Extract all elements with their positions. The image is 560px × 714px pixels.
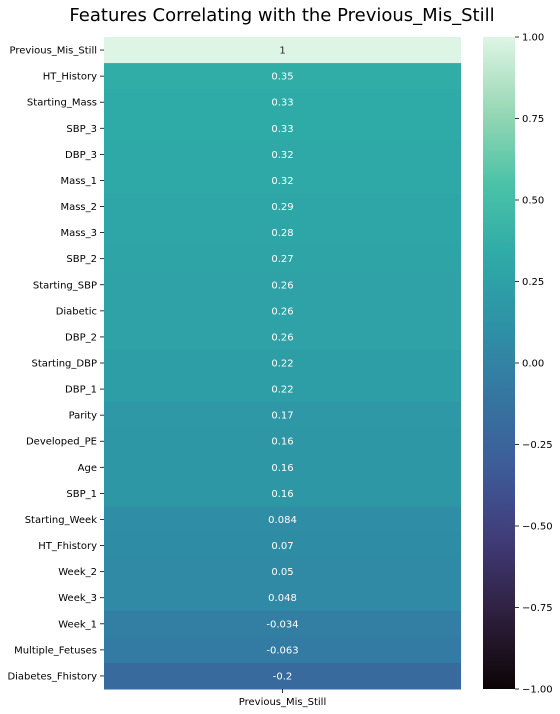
colorbar: 1.00 0.75 0.50 0.25 0.00 −0.25 −0.50 −0.75 −1.00 <box>483 33 553 696</box>
y-tick-label: Diabetes_Fhistory <box>7 671 97 682</box>
heatmap-cell <box>104 376 461 403</box>
y-tick-label: SBP_2 <box>66 254 97 265</box>
y-tick-label: Multiple_Fetuses <box>14 645 97 656</box>
colorbar-tick-label: −0.75 <box>522 603 553 614</box>
y-tick-label: DBP_3 <box>65 150 97 161</box>
y-tick-label: Mass_1 <box>60 176 97 187</box>
cell-value-label: 0.32 <box>271 150 293 161</box>
y-tick-label: Previous_Mis_Still <box>10 46 97 57</box>
heatmap-cell <box>104 480 461 507</box>
heatmap-cell <box>104 662 461 690</box>
cell-value-label: 0.26 <box>271 306 293 317</box>
y-tick-label: HT_Fhistory <box>38 541 97 552</box>
y-tick-label: SBP_1 <box>66 489 97 500</box>
y-tick-label: DBP_1 <box>65 385 97 396</box>
cell-value-label: 0.29 <box>271 202 293 213</box>
colorbar-tick-label: −0.25 <box>522 440 553 451</box>
y-tick-label: Mass_3 <box>60 228 97 239</box>
heatmap-cell <box>104 167 461 194</box>
heatmap-cell <box>104 532 461 560</box>
cell-value-label: 0.26 <box>271 332 293 343</box>
cell-value-label: 0.048 <box>268 593 297 604</box>
colorbar-tick-label: 0.50 <box>522 196 544 207</box>
y-tick-label: Mass_2 <box>60 202 97 213</box>
y-tick-label: Age <box>78 463 97 474</box>
heatmap-cell <box>104 558 461 586</box>
cell-value-label: 0.33 <box>271 124 293 135</box>
y-tick-label: Developed_PE <box>26 437 97 448</box>
cell-value-label: -0.063 <box>266 645 298 656</box>
cell-value-label: 0.05 <box>271 567 293 578</box>
cell-value-label: 1 <box>279 46 285 57</box>
cell-value-label: 0.07 <box>271 541 293 552</box>
cell-value-label: -0.034 <box>266 619 298 630</box>
heatmap-cell <box>104 141 461 168</box>
colorbar-gradient <box>483 37 515 689</box>
y-tick-label: Week_3 <box>58 593 97 604</box>
heatmap-cell <box>104 37 461 64</box>
heatmap-cell <box>104 63 461 90</box>
y-tick-label: Parity <box>69 411 98 422</box>
colorbar-tick-label: 1.00 <box>522 33 544 44</box>
y-tick-label: Starting_DBP <box>32 359 97 370</box>
heatmap-cell <box>104 428 461 455</box>
colorbar-tick-label: 0.75 <box>522 114 544 125</box>
cell-value-label: 0.26 <box>271 280 293 291</box>
heatmap-cell <box>104 193 461 221</box>
cell-value-label: 0.22 <box>271 359 293 370</box>
colorbar-tick-label: 0.25 <box>522 277 544 288</box>
x-tick-label: Previous_Mis_Still <box>239 697 326 708</box>
chart-title: Features Correlating with the Previous_M… <box>69 5 494 26</box>
heatmap-cell <box>104 454 461 481</box>
heatmap-cell <box>104 297 461 325</box>
heatmap-cell <box>104 115 461 142</box>
cell-value-label: -0.2 <box>273 671 293 682</box>
heatmap-cell <box>104 245 461 273</box>
heatmap-cell <box>104 323 461 351</box>
y-tick-label: DBP_2 <box>65 332 97 343</box>
heatmap-cell <box>104 271 461 299</box>
cell-value-label: 0.084 <box>268 515 297 526</box>
cell-value-label: 0.16 <box>271 489 293 500</box>
y-tick-label: HT_History <box>43 72 97 83</box>
colorbar-tick-label: 0.00 <box>522 359 544 370</box>
y-tick-labels: Previous_Mis_Still HT_History Starting_Mas… <box>7 46 104 682</box>
y-tick-label: Starting_Mass <box>27 98 97 109</box>
y-tick-label: Week_1 <box>58 619 97 630</box>
cell-value-label: 0.33 <box>271 98 293 109</box>
heatmap-cell <box>104 349 461 377</box>
colorbar-tick-label: −1.00 <box>522 685 553 696</box>
cell-value-label: 0.22 <box>271 385 293 396</box>
y-tick-label: Starting_SBP <box>33 280 97 291</box>
heatmap-cells: 1 0.35 0.33 0.33 0.32 0.32 0.29 0.28 0.27 0.26 0.2… <box>104 37 461 690</box>
cell-value-label: 0.28 <box>271 228 293 239</box>
y-tick-label: SBP_3 <box>66 124 97 135</box>
cell-value-label: 0.35 <box>271 72 293 83</box>
colorbar-tick-label: −0.50 <box>522 522 553 533</box>
x-tick-labels: Previous_Mis_Still <box>239 689 326 708</box>
heatmap-cell <box>104 402 461 429</box>
heatmap-cell <box>104 610 461 638</box>
heatmap-cell <box>104 219 461 247</box>
y-tick-label: Diabetic <box>56 306 97 317</box>
cell-value-label: 0.17 <box>271 411 293 422</box>
heatmap-cell <box>104 584 461 612</box>
y-tick-label: Starting_Week <box>25 515 97 526</box>
heatmap-cell <box>104 636 461 664</box>
y-tick-label: Week_2 <box>58 567 97 578</box>
cell-value-label: 0.27 <box>271 254 293 265</box>
cell-value-label: 0.16 <box>271 437 293 448</box>
cell-value-label: 0.16 <box>271 463 293 474</box>
heatmap-cell <box>104 506 461 534</box>
heatmap-cell <box>104 89 461 116</box>
cell-value-label: 0.32 <box>271 176 293 187</box>
